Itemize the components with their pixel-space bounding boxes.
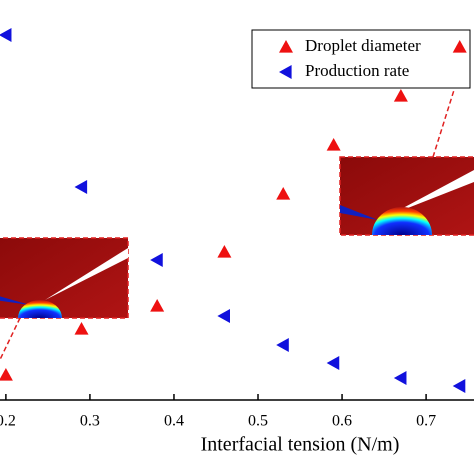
data-point bbox=[452, 40, 467, 53]
x-tick-label: 0.5 bbox=[248, 413, 268, 430]
data-point bbox=[452, 379, 466, 393]
x-axis-label: Interfacial tension (N/m) bbox=[201, 434, 400, 456]
legend-label: Production rate bbox=[305, 61, 409, 80]
data-point bbox=[217, 245, 232, 258]
data-point bbox=[74, 180, 88, 194]
data-point bbox=[74, 322, 89, 335]
legend-label: Droplet diameter bbox=[305, 36, 421, 55]
data-point bbox=[0, 368, 13, 381]
x-tick-label: 0.7 bbox=[416, 413, 436, 430]
data-point bbox=[0, 28, 12, 42]
inset-left bbox=[0, 237, 129, 362]
data-point bbox=[393, 371, 407, 385]
data-point bbox=[326, 356, 340, 370]
x-tick-label: 0.3 bbox=[80, 413, 100, 430]
data-point bbox=[276, 187, 291, 200]
data-point bbox=[217, 309, 230, 323]
data-point bbox=[150, 253, 163, 267]
data-point bbox=[326, 138, 341, 151]
x-tick-label: 0.6 bbox=[332, 413, 352, 430]
data-point bbox=[393, 89, 408, 102]
legend: Droplet diameter Production rate bbox=[251, 29, 471, 89]
inset-right bbox=[339, 54, 474, 236]
insets bbox=[0, 54, 474, 362]
data-point bbox=[150, 299, 165, 312]
legend-marker bbox=[279, 40, 293, 53]
x-tick-label: 0.4 bbox=[164, 413, 184, 430]
x-tick-label: 0.2 bbox=[0, 413, 16, 430]
legend-marker bbox=[279, 65, 292, 79]
data-point bbox=[276, 338, 289, 352]
